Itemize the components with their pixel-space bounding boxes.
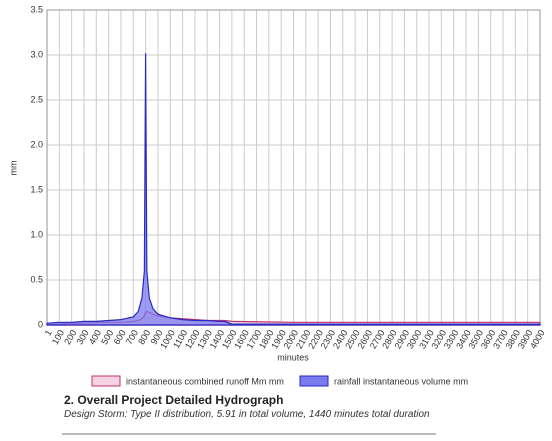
y-tick-label: 0: [38, 319, 43, 329]
y-tick-label: 1.5: [30, 184, 43, 194]
legend-label: instantaneous combined runoff Mm mm: [126, 376, 284, 386]
y-axis-label: mm: [8, 161, 18, 176]
series-area: [46, 53, 541, 326]
x-axis-label: minutes: [277, 352, 309, 362]
section-heading: 2. Overall Project Detailed Hydrograph: [64, 393, 284, 407]
legend-swatch: [299, 375, 329, 387]
y-tick-label: 3.5: [30, 4, 43, 14]
divider: [62, 433, 436, 435]
y-tick-label: 2.0: [30, 139, 43, 149]
y-tick-label: 2.5: [30, 94, 43, 104]
x-tick-label: 1: [43, 328, 54, 337]
chart: mm minutes 00.51.01.52.02.53.03.51100200…: [8, 4, 547, 387]
y-tick-label: 3.0: [30, 49, 43, 59]
section-description: Design Storm: Type II distribution, 5.91…: [64, 409, 430, 420]
y-tick-label: 0.5: [30, 274, 43, 284]
legend-label: rainfall instantaneous volume mm: [334, 376, 468, 386]
legend-swatch: [91, 375, 121, 387]
y-tick-label: 1.0: [30, 229, 43, 239]
